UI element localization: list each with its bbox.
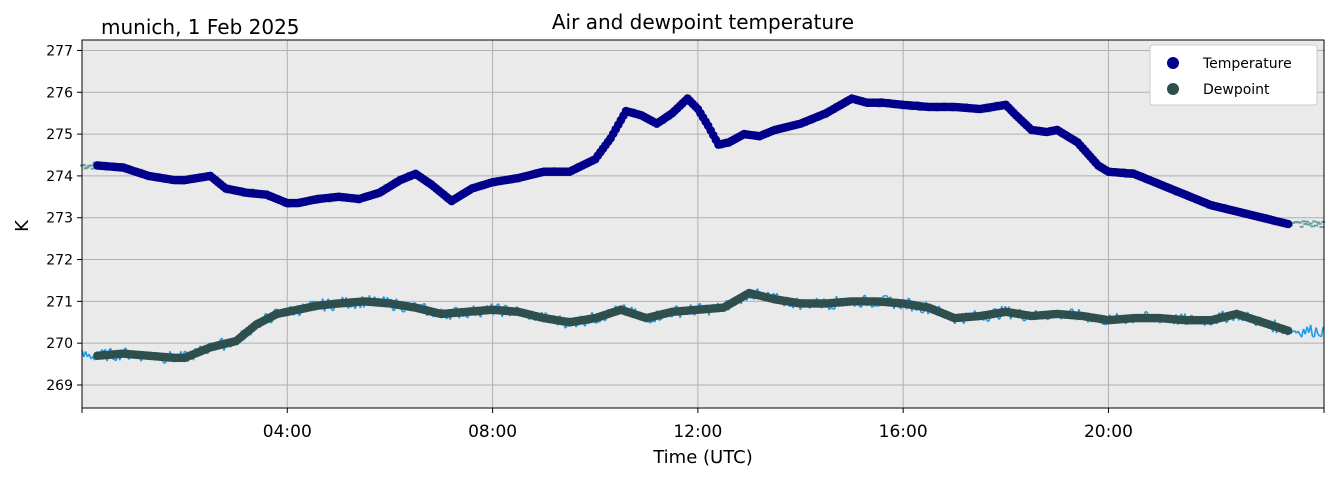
plot-frame (81, 39, 1325, 409)
raw-dewpoint-segment (1317, 333, 1321, 337)
legend-label-temperature: Temperature (1202, 56, 1292, 72)
chart-subtitle: munich, 1 Feb 2025 (101, 15, 300, 39)
raw-dewpoint-segment (1145, 310, 1148, 313)
raw-dewpoint-segment (1292, 329, 1295, 333)
raw-temperature-point (1297, 221, 1302, 224)
x-tick-label: 20:00 (1084, 422, 1133, 442)
raw-dewpoint-segment (309, 300, 313, 303)
raw-dewpoint-segment (649, 321, 652, 324)
legend: Temperature Dewpoint (1149, 44, 1318, 106)
dewpoint-marker (1283, 326, 1293, 335)
raw-temperature-point (85, 166, 90, 169)
raw-dewpoint-segment (503, 304, 507, 307)
raw-temperature-point (90, 167, 95, 170)
raw-temperature-point (88, 164, 93, 167)
raw-dewpoint-segment (1320, 326, 1325, 337)
y-axis-label: K (12, 219, 33, 232)
grid (82, 40, 1324, 408)
legend-marker-dewpoint (1167, 83, 1179, 95)
raw-temperature-point (1305, 220, 1310, 223)
chart-title: Air and dewpoint temperature (552, 10, 854, 34)
raw-dewpoint-segment (112, 358, 115, 361)
raw-dewpoint-segment (564, 325, 568, 329)
raw-dewpoint-segment (595, 321, 598, 324)
x-tick-label: 08:00 (468, 422, 517, 442)
raw-dewpoint-segment (670, 315, 674, 318)
raw-temperature-point (1312, 220, 1317, 223)
raw-temperature-point (1308, 222, 1313, 225)
y-axis: 269 270 271 272 273 274 275 276 277 (46, 43, 82, 394)
legend-marker-temperature (1167, 57, 1179, 69)
raw-dewpoint-segment (311, 300, 315, 303)
raw-dewpoint-segment (1309, 324, 1314, 337)
smoothed-markers (93, 94, 1293, 363)
x-tick-label: 16:00 (879, 422, 928, 442)
raw-dewpoint-segment (1297, 330, 1301, 335)
raw-dewpoint-segment (1225, 320, 1229, 324)
raw-temperature-point (1321, 220, 1326, 223)
y-tick-label: 271 (46, 294, 73, 310)
raw-dewpoint-segment (455, 306, 458, 310)
raw-dewpoint-segment (1071, 308, 1075, 312)
plot-area (82, 40, 1324, 408)
raw-temperature-point (1315, 221, 1320, 224)
raw-dewpoint-segment (1315, 327, 1319, 335)
y-tick-label: 269 (46, 378, 73, 394)
raw-temperature-point (81, 163, 86, 166)
legend-label-dewpoint: Dewpoint (1203, 82, 1270, 98)
x-axis-label: Time (UTC) (652, 447, 753, 468)
raw-temperature-point (1314, 224, 1319, 227)
raw-temperature-point (1299, 225, 1304, 228)
y-tick-label: 270 (46, 336, 73, 352)
y-tick-label: 276 (46, 85, 73, 101)
raw-temperature-point (1319, 226, 1324, 229)
y-tick-label: 274 (46, 169, 73, 185)
legend-box (1149, 44, 1318, 106)
raw-temperature-point (1310, 225, 1315, 228)
raw-dewpoint-segment (401, 310, 405, 313)
raw-dewpoint-segment (270, 320, 273, 324)
raw-dewpoint-segment (871, 304, 875, 308)
raw-dewpoint-segment (987, 320, 990, 323)
raw-dewpoint-segment (402, 309, 406, 313)
raw-temperature-point (1306, 223, 1311, 226)
y-tick-label: 273 (46, 211, 73, 227)
y-tick-label: 277 (46, 43, 73, 59)
raw-dewpoint-segment (830, 306, 834, 310)
x-tick-label: 12:00 (673, 422, 722, 442)
raw-dewpoint-segment (604, 318, 608, 322)
x-tick-label: 04:00 (263, 422, 312, 442)
y-tick-label: 275 (46, 127, 73, 143)
raw-dewpoint-segment (920, 311, 923, 314)
raw-temperature-point (1303, 222, 1308, 225)
raw-dewpoint-segment (453, 306, 457, 310)
raw-temperature-point (1317, 222, 1322, 225)
raw-dewpoint-segment (907, 297, 911, 301)
y-tick-label: 272 (46, 253, 73, 269)
temperature-marker (1283, 219, 1293, 229)
x-axis: 04:00 08:00 12:00 16:00 20:00 (81, 408, 1325, 442)
raw-temperature-point (1301, 220, 1306, 223)
